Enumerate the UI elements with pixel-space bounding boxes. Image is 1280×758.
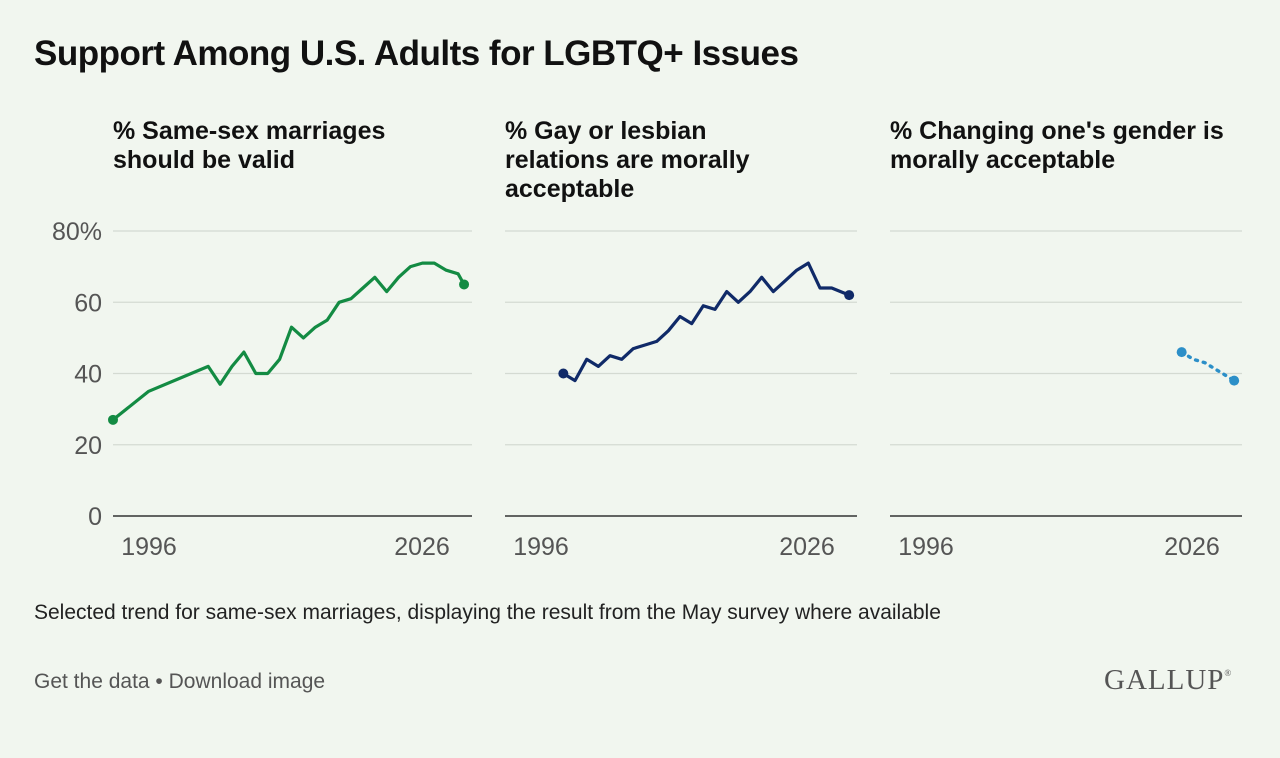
footer-links: Get the data • Download image xyxy=(34,670,325,694)
gallup-logo-text: GALLUP xyxy=(1104,664,1225,696)
x-tick-label: 2026 xyxy=(779,533,835,561)
panel-title-same-sex-marriage: % Same-sex marriages should be valid xyxy=(113,117,386,174)
x-tick-label: 1996 xyxy=(121,533,177,561)
link-separator: • xyxy=(149,670,169,693)
y-tick-label: 40 xyxy=(74,361,102,389)
series-line xyxy=(111,261,466,422)
x-tick-label: 2026 xyxy=(1164,533,1220,561)
series-start-point xyxy=(558,368,569,379)
y-tick-label: 60 xyxy=(74,289,102,317)
chart-note: Selected trend for same-sex marriages, d… xyxy=(34,601,941,624)
series-end-point xyxy=(844,290,855,301)
y-tick-label: 0 xyxy=(88,503,102,531)
series-start-point xyxy=(1176,347,1187,358)
x-tick-label: 1996 xyxy=(898,533,954,561)
series-line xyxy=(1180,350,1236,383)
get-data-link[interactable]: Get the data xyxy=(34,670,150,693)
small-multiples-chart: 80% 60 40 20 0 1996 2026 1996 2026 1996 2026 xyxy=(52,218,1242,561)
chart-title: Support Among U.S. Adults for LGBTQ+ Iss… xyxy=(34,34,799,73)
x-tick-label: 1996 xyxy=(513,533,569,561)
gallup-logo: GALLUP® xyxy=(1104,664,1231,697)
panel-title-gay-lesbian-relations: % Gay or lesbian relations are morally a… xyxy=(505,117,750,203)
registered-mark: ® xyxy=(1224,668,1232,678)
series-end-point xyxy=(1229,375,1240,386)
panel-title-changing-gender: % Changing one's gender is morally accep… xyxy=(890,117,1224,174)
y-tick-label: 20 xyxy=(74,432,102,460)
download-image-link[interactable]: Download image xyxy=(168,670,326,693)
x-tick-label: 2026 xyxy=(394,533,450,561)
y-tick-label: 80% xyxy=(52,218,102,246)
series-start-point xyxy=(108,414,118,425)
series-end-point xyxy=(459,279,470,290)
series-line xyxy=(561,261,851,383)
